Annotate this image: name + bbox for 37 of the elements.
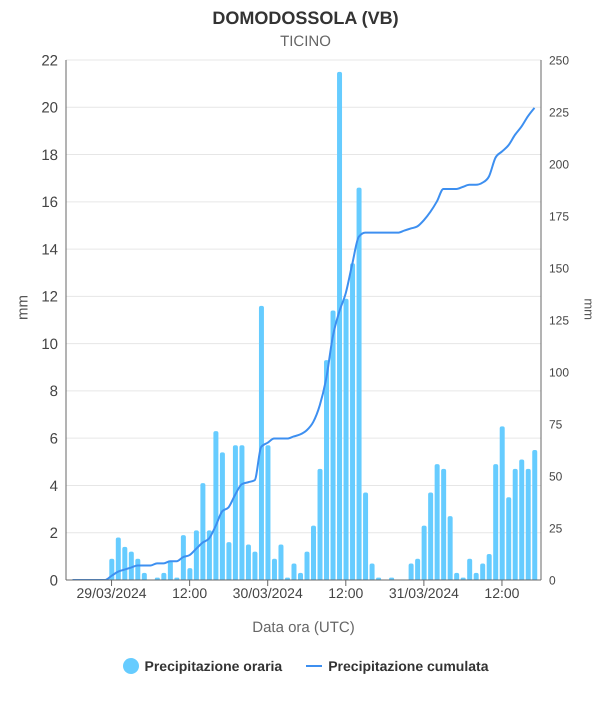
x-tick-label: 12:00 [484, 584, 520, 601]
y2-tick-label: 175 [549, 209, 570, 224]
y-tick-label: 22 [41, 52, 58, 70]
y-tick-label: 0 [50, 572, 58, 590]
y-tick-label: 20 [41, 100, 58, 117]
legend-label: Precipitazione oraria [144, 658, 282, 674]
x-tick-label: 12:00 [328, 584, 364, 601]
y-tick-label: 12 [41, 288, 58, 306]
y2-tick-label: 250 [549, 53, 570, 68]
line-series [72, 106, 536, 580]
x-tick-label: 12:00 [172, 584, 208, 601]
y-tick-label: 6 [50, 430, 58, 448]
y2-tick-label: 25 [549, 521, 563, 536]
chart-title: DOMODOSSOLA (VB) [211, 8, 400, 29]
legend-label: Precipitazione cumulata [328, 658, 488, 674]
y-tick-label: 4 [50, 478, 58, 495]
x-tick-label: 31/03/2024 [388, 584, 460, 601]
y-tick-label: 10 [41, 336, 58, 353]
x-tick-label: 30/03/2024 [232, 584, 303, 601]
y2-tick-label: 125 [549, 313, 570, 328]
y2-tick-label: 0 [549, 573, 556, 588]
y-tick-label: 8 [50, 383, 58, 400]
y2-tick-label: 225 [549, 105, 570, 120]
y2-tick-label: 50 [549, 469, 563, 484]
y-tick-label: 14 [41, 241, 58, 258]
y-tick-label: 18 [41, 146, 58, 164]
y-tick-label: 16 [41, 194, 58, 212]
x-axis-title: Data ora (UTC) [252, 619, 355, 636]
y2-tick-label: 200 [549, 157, 570, 172]
y2-axis-title: mm [581, 298, 596, 320]
y-axis-title: mm [14, 295, 32, 320]
y-tick-label: 2 [50, 525, 58, 542]
y2-tick-label: 75 [549, 417, 563, 432]
x-tick-label: 29/03/2024 [76, 584, 147, 601]
y2-tick-label: 100 [549, 365, 570, 380]
chart-subtitle: TICINO [279, 33, 332, 50]
y2-tick-label: 150 [549, 261, 570, 276]
